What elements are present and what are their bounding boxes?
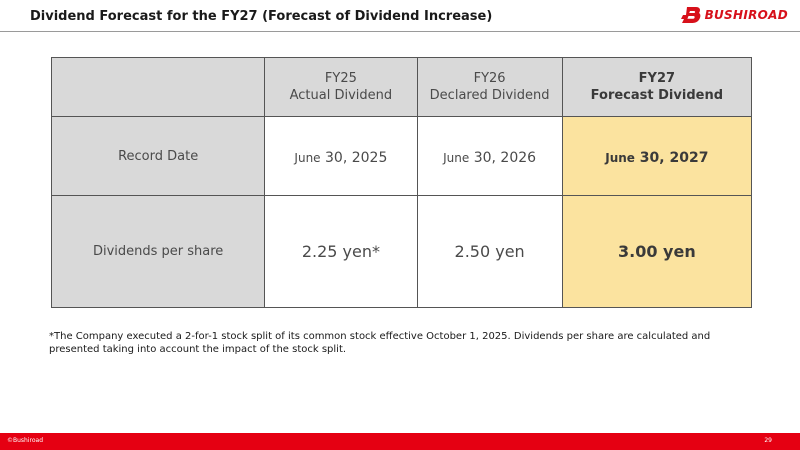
header-fy27-type: Forecast Dividend bbox=[590, 88, 724, 103]
record-date-fy25: June 30, 2025 bbox=[264, 116, 418, 196]
footer-bar: ©Bushiroad 29 bbox=[0, 433, 800, 450]
row-label-record-date: Record Date bbox=[50, 116, 266, 196]
header-fy27: FY27 Forecast Dividend bbox=[561, 57, 753, 117]
copyright-text: ©Bushiroad bbox=[7, 437, 44, 444]
record-date-fy27-day-year: 30, 2027 bbox=[634, 149, 709, 166]
dividend-fy27: 3.00 yen bbox=[561, 195, 753, 308]
table-row-record-date: Record Date June 30, 2025 June 30, 2026 … bbox=[50, 116, 753, 196]
record-date-fy25-month: June bbox=[294, 150, 321, 165]
row-label-dividends: Dividends per share bbox=[50, 195, 266, 308]
record-date-fy26-day-year: 30, 2026 bbox=[469, 149, 537, 166]
record-date-fy26-month: June bbox=[443, 150, 470, 165]
header-fy27-year: FY27 bbox=[638, 71, 676, 86]
page-number: 29 bbox=[764, 437, 772, 444]
header-fy26: FY26 Declared Dividend bbox=[416, 57, 563, 117]
header-fy26-year: FY26 bbox=[473, 71, 506, 86]
brand-logo: BUSHIROAD bbox=[680, 6, 788, 24]
header-empty-cell bbox=[50, 57, 266, 117]
dividend-fy26: 2.50 yen bbox=[416, 195, 563, 308]
header-fy25-year: FY25 bbox=[324, 71, 357, 86]
dividend-table: FY25 Actual Dividend FY26 Declared Divid… bbox=[50, 57, 753, 308]
footnote: *The Company executed a 2-for-1 stock sp… bbox=[49, 331, 711, 355]
page-title: Dividend Forecast for the FY27 (Forecast… bbox=[30, 9, 493, 24]
dividend-fy25: 2.25 yen* bbox=[264, 195, 418, 308]
record-date-fy26: June 30, 2026 bbox=[416, 116, 563, 196]
record-date-fy27: June 30, 2027 bbox=[561, 116, 753, 196]
table-header-row: FY25 Actual Dividend FY26 Declared Divid… bbox=[50, 57, 753, 117]
brand-name: BUSHIROAD bbox=[704, 8, 788, 22]
table-row-dividends: Dividends per share 2.25 yen* 2.50 yen 3… bbox=[50, 195, 753, 308]
record-date-fy25-day-year: 30, 2025 bbox=[320, 149, 388, 166]
title-divider bbox=[0, 31, 800, 32]
bushiroad-b-icon bbox=[680, 7, 700, 23]
record-date-fy27-month: June bbox=[605, 150, 635, 165]
header-fy25: FY25 Actual Dividend bbox=[264, 57, 418, 117]
header-fy25-type: Actual Dividend bbox=[289, 88, 393, 103]
header-fy26-type: Declared Dividend bbox=[429, 88, 550, 103]
